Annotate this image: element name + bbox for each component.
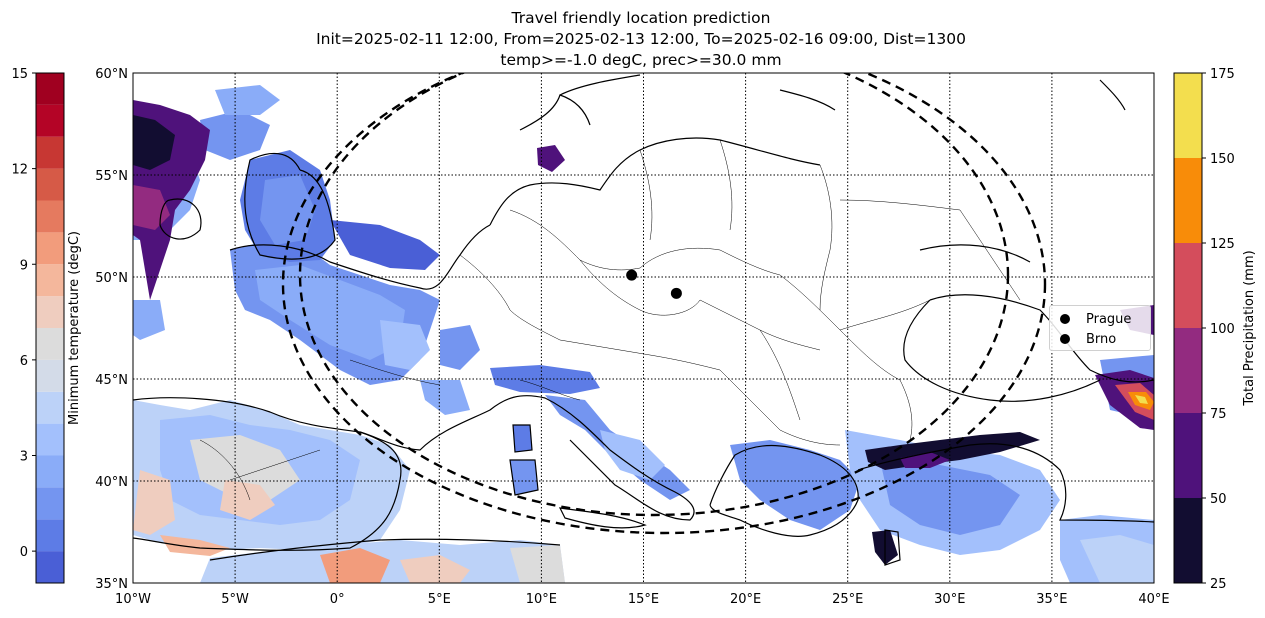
temp-tick-label: 12 [11, 163, 28, 178]
lon-tick-label: 15°E [628, 592, 659, 607]
precip-tick-label: 150 [1210, 152, 1235, 167]
coastlines [133, 74, 1154, 566]
temp-tick-label: 6 [20, 354, 28, 369]
precip-colorbar-segment [1174, 328, 1202, 413]
title-line-1: Travel friendly location prediction [511, 9, 771, 27]
temp-colorbar-segment [36, 551, 64, 583]
precip-colorbar-segment [1174, 158, 1202, 243]
temp-tick-label: 9 [20, 258, 28, 273]
country-borders [199, 139, 1021, 501]
legend-marker-icon [1060, 314, 1070, 324]
lon-tick-label: 30°E [934, 592, 965, 607]
legend-entry-brno: Brno [1058, 330, 1116, 348]
temp-colorbar-segment [36, 200, 64, 233]
map-area [133, 73, 1154, 583]
temp-colorbar-segment [36, 487, 64, 520]
temp-colorbar-segment [36, 104, 64, 137]
precip-tick-label: 25 [1210, 577, 1227, 592]
map-axis-ticks: 10°W 5°W 0° 5°E 10°E 15°E 20°E 25°E 30°E 35°E 40°E… [95, 67, 1169, 607]
city-marker-brno [670, 287, 682, 299]
precip-colorbar-segment [1174, 498, 1202, 583]
map-frame [132, 72, 1155, 584]
temp-colorbar-segment [36, 359, 64, 392]
temp-tick-label: 3 [20, 450, 28, 465]
lat-tick-label: 35°N [95, 577, 128, 592]
temp-colorbar-frame [35, 72, 65, 584]
lon-tick-label: 10°E [526, 592, 557, 607]
temp-colorbar-segment [36, 168, 64, 201]
temp-colorbar-segment [36, 264, 64, 297]
precipitation-colorbar-ticks: 25 50 75 100 125 150 175 [1202, 67, 1235, 592]
temperature-field [133, 85, 1154, 583]
temp-colorbar-segment [36, 423, 64, 456]
legend-label-prague: Prague [1086, 311, 1132, 327]
temp-colorbar-segment [36, 455, 64, 488]
temperature-colorbar-ticks: 0 3 6 9 12 15 [11, 67, 36, 560]
lat-tick-label: 55°N [95, 169, 128, 184]
lon-tick-label: 25°E [832, 592, 863, 607]
legend-label-brno: Brno [1086, 331, 1117, 347]
lat-tick-label: 45°N [95, 373, 128, 388]
temperature-colorbar [35, 72, 65, 584]
lon-tick-label: 10°W [115, 592, 151, 607]
temp-colorbar-segment [36, 73, 64, 105]
precip-colorbar-segment [1174, 413, 1202, 498]
temp-colorbar-segment [36, 519, 64, 552]
temp-colorbar-segment [36, 391, 64, 424]
lon-tick-label: 40°E [1138, 592, 1169, 607]
city-markers [626, 269, 682, 299]
precipitation-field [133, 100, 1154, 565]
precip-colorbar-segment [1174, 73, 1202, 158]
temp-tick-label: 15 [11, 67, 28, 82]
city-marker-prague [626, 269, 638, 281]
precip-tick-label: 75 [1210, 407, 1227, 422]
chart-title: Travel friendly location prediction Init… [0, 8, 1265, 71]
temp-colorbar-segment [36, 136, 64, 169]
precipitation-colorbar-label: Total Precipitation (mm) [1242, 250, 1257, 406]
temp-colorbar-segment [36, 328, 64, 360]
city-legend: Prague Brno [1049, 305, 1151, 351]
lon-tick-label: 20°E [730, 592, 761, 607]
legend-entry-prague: Prague [1058, 310, 1131, 328]
temp-colorbar-segment [36, 232, 64, 265]
legend-marker-icon [1060, 334, 1070, 344]
distance-circles [281, 73, 1047, 535]
lon-tick-label: 35°E [1036, 592, 1067, 607]
temp-tick-label: 0 [20, 545, 28, 560]
temp-colorbar-segment [36, 296, 64, 328]
lon-tick-label: 5°E [428, 592, 451, 607]
lon-tick-label: 0° [330, 592, 345, 607]
lat-tick-label: 40°N [95, 475, 128, 490]
lat-tick-label: 50°N [95, 271, 128, 286]
precip-tick-label: 100 [1210, 322, 1235, 337]
precip-tick-label: 175 [1210, 67, 1235, 82]
title-line-3: temp>=-1.0 degC, prec>=30.0 mm [500, 51, 782, 69]
precipitation-colorbar [1173, 72, 1203, 584]
precip-colorbar-segment [1174, 243, 1202, 328]
temperature-colorbar-label: Minimum temperature (degC) [67, 231, 82, 425]
lat-tick-label: 60°N [95, 67, 128, 82]
lon-tick-label: 5°W [221, 592, 249, 607]
title-line-2: Init=2025-02-11 12:00, From=2025-02-13 1… [316, 30, 966, 48]
precip-tick-label: 125 [1210, 237, 1235, 252]
graticule [133, 73, 1154, 583]
precip-tick-label: 50 [1210, 492, 1227, 507]
